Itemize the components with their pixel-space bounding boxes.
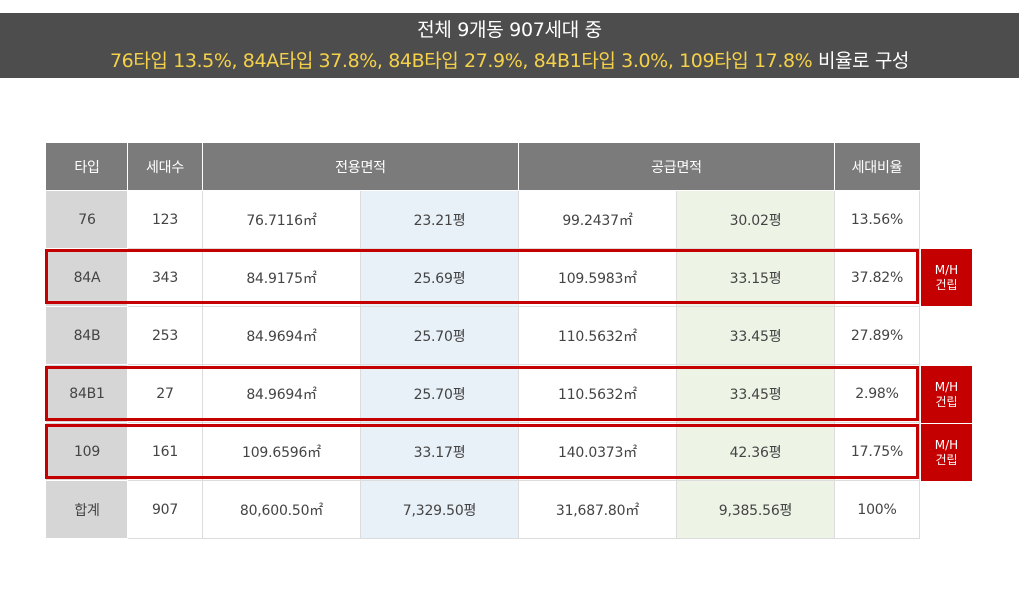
banner-highlight-text: 76타입 13.5%, 84A타입 37.8%, 84B타입 27.9%, 84… [109,50,813,72]
cell-exclusive-pyeong: 25.70평 [360,306,519,365]
cell-supply-pyeong: 33.45평 [676,364,835,423]
unit-type-table: 타입 세대수 전용면적 공급면적 세대비율 76 123 76.7116㎡ 23… [46,143,920,539]
table-total-row: 합계 907 80,600.50㎡ 7,329.50평 31,687.80㎡ 9… [46,480,920,539]
cell-exclusive-pyeong: 25.70평 [360,364,519,423]
header-type: 타입 [46,143,128,191]
cell-supply-pyeong: 42.36평 [676,422,835,481]
mh-tag-line1: M/H [934,437,959,452]
mh-tag-line1: M/H [934,262,959,277]
cell-ratio: 100% [834,480,920,539]
cell-supply-m2: 99.2437㎡ [518,190,677,249]
header-units: 세대수 [127,143,203,191]
cell-supply-m2: 110.5632㎡ [518,306,677,365]
cell-supply-pyeong: 30.02평 [676,190,835,249]
cell-units: 161 [127,422,203,481]
cell-exclusive-m2: 84.9694㎡ [202,364,361,423]
cell-supply-m2: 140.0373㎡ [518,422,677,481]
cell-units: 123 [127,190,203,249]
cell-supply-m2: 31,687.80㎡ [518,480,677,539]
cell-type: 합계 [46,480,128,539]
table-header-row: 타입 세대수 전용면적 공급면적 세대비율 [46,143,920,191]
cell-ratio: 27.89% [834,306,920,365]
mh-tag-line2: 건립 [935,277,958,292]
mh-tag-84b1: M/H 건립 [921,366,972,423]
cell-exclusive-m2: 80,600.50㎡ [202,480,361,539]
cell-exclusive-pyeong: 7,329.50평 [360,480,519,539]
cell-type: 109 [46,422,128,481]
cell-exclusive-m2: 84.9175㎡ [202,248,361,307]
cell-exclusive-m2: 109.6596㎡ [202,422,361,481]
cell-exclusive-pyeong: 23.21평 [360,190,519,249]
cell-exclusive-m2: 76.7116㎡ [202,190,361,249]
cell-ratio: 13.56% [834,190,920,249]
cell-exclusive-m2: 84.9694㎡ [202,306,361,365]
cell-ratio: 37.82% [834,248,920,307]
header-supply-area: 공급면적 [518,143,835,191]
header-ratio: 세대비율 [834,143,920,191]
cell-supply-pyeong: 33.15평 [676,248,835,307]
header-exclusive-area: 전용면적 [202,143,519,191]
banner-line-1: 전체 9개동 907세대 중 [417,19,602,41]
cell-ratio: 2.98% [834,364,920,423]
cell-type: 84B1 [46,364,128,423]
cell-type: 76 [46,190,128,249]
cell-units: 907 [127,480,203,539]
cell-type: 84A [46,248,128,307]
cell-type: 84B [46,306,128,365]
cell-ratio: 17.75% [834,422,920,481]
banner-line-2: 76타입 13.5%, 84A타입 37.8%, 84B타입 27.9%, 84… [0,49,1019,73]
table-row: 76 123 76.7116㎡ 23.21평 99.2437㎡ 30.02평 1… [46,190,920,249]
cell-units: 253 [127,306,203,365]
cell-exclusive-pyeong: 33.17평 [360,422,519,481]
cell-supply-pyeong: 33.45평 [676,306,835,365]
table-row: 84B 253 84.9694㎡ 25.70평 110.5632㎡ 33.45평… [46,306,920,365]
table-row: 109 161 109.6596㎡ 33.17평 140.0373㎡ 42.36… [46,422,920,481]
mh-tag-line1: M/H [934,379,959,394]
mh-tag-109: M/H 건립 [921,424,972,481]
cell-exclusive-pyeong: 25.69평 [360,248,519,307]
cell-supply-m2: 110.5632㎡ [518,364,677,423]
cell-units: 27 [127,364,203,423]
table-row: 84A 343 84.9175㎡ 25.69평 109.5983㎡ 33.15평… [46,248,920,307]
summary-banner: 전체 9개동 907세대 중 76타입 13.5%, 84A타입 37.8%, … [0,13,1019,78]
cell-supply-m2: 109.5983㎡ [518,248,677,307]
cell-units: 343 [127,248,203,307]
table-row: 84B1 27 84.9694㎡ 25.70평 110.5632㎡ 33.45평… [46,364,920,423]
mh-tag-line2: 건립 [935,394,958,409]
banner-rest-text: 비율로 구성 [812,50,910,72]
cell-supply-pyeong: 9,385.56평 [676,480,835,539]
mh-tag-84a: M/H 건립 [921,249,972,306]
mh-tag-line2: 건립 [935,452,958,467]
